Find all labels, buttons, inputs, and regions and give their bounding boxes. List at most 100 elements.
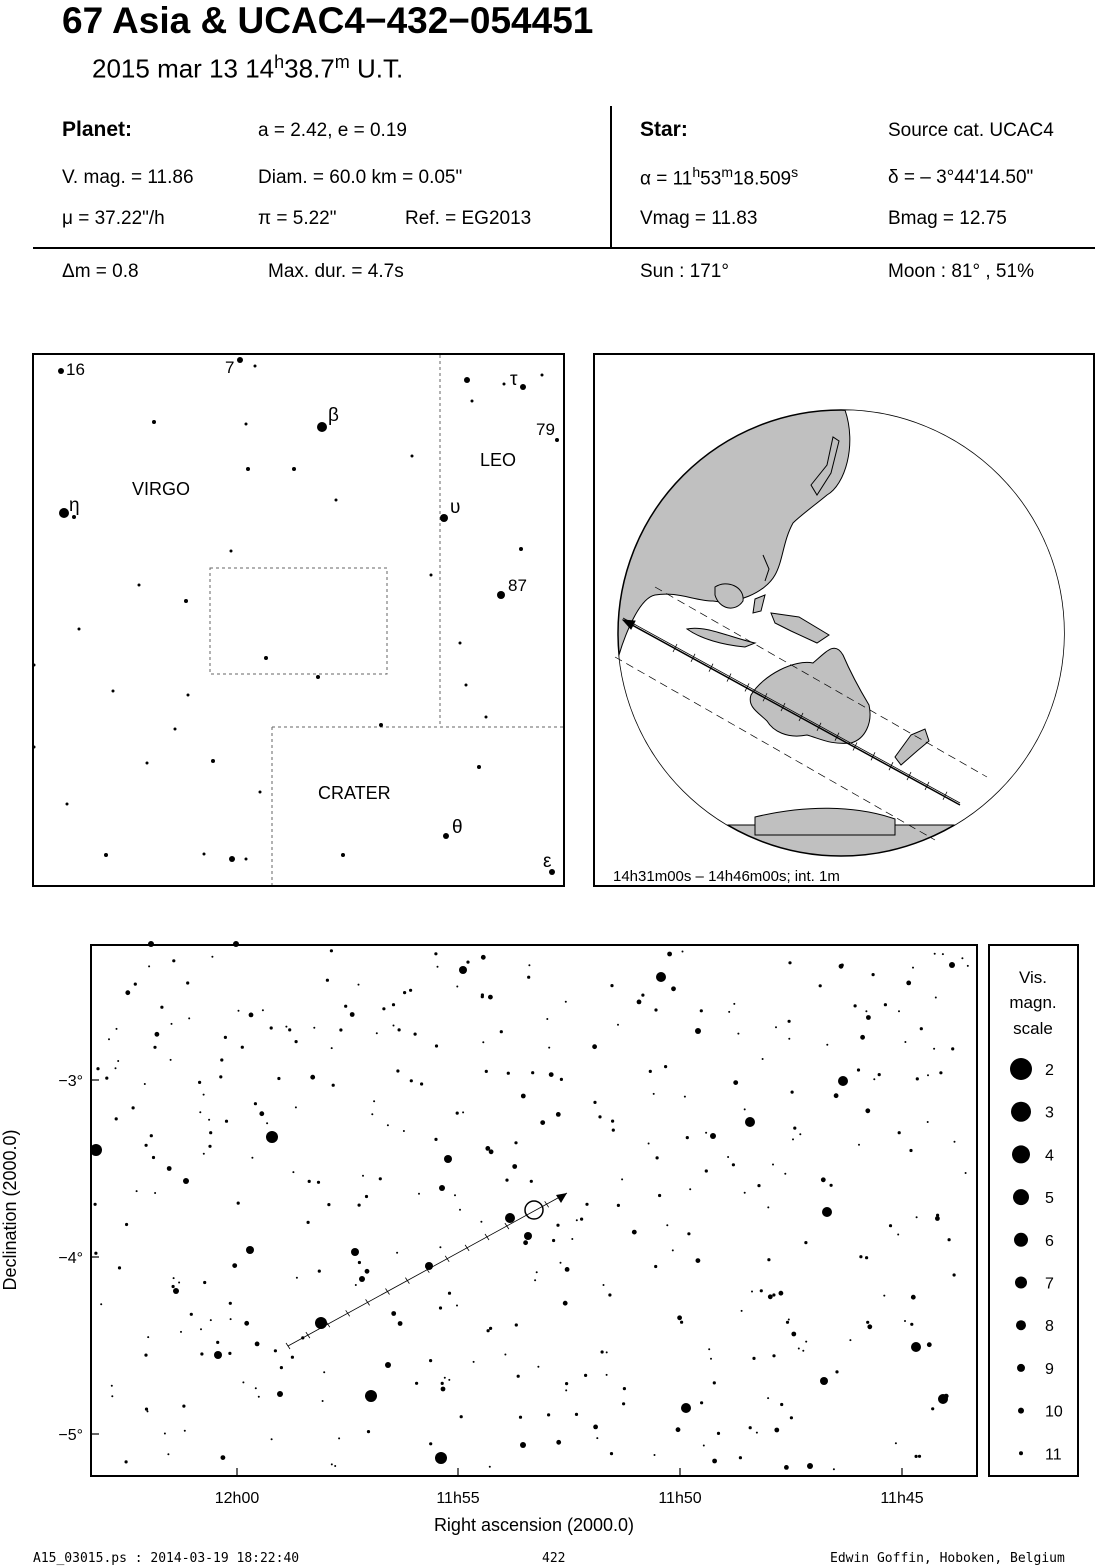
path-tick [762, 693, 768, 702]
map-star [246, 467, 250, 471]
field-star [172, 959, 176, 963]
star-label-epsilon: ε [543, 851, 552, 872]
field-star [909, 1148, 913, 1153]
field-star [832, 1468, 835, 1471]
field-star [745, 1117, 755, 1127]
map-star [410, 454, 414, 458]
star-vmag: Vmag = 11.83 [640, 208, 758, 229]
field-star [936, 1213, 940, 1217]
field-star [818, 984, 822, 988]
field-star [178, 1281, 181, 1284]
path-tick [870, 752, 876, 761]
star-label-79: 79 [536, 420, 555, 439]
field-star [911, 1342, 921, 1352]
field-star [552, 1238, 556, 1243]
field-star [792, 1138, 794, 1141]
map-star [59, 508, 69, 518]
field-star [636, 999, 642, 1005]
field-star [219, 1075, 223, 1079]
field-star [904, 1041, 907, 1043]
field-star [148, 941, 154, 947]
mag-scale-value: 3 [1045, 1105, 1054, 1122]
field-star [548, 1072, 554, 1077]
planet-vmag: V. mag. = 11.86 [62, 167, 194, 188]
field-star [772, 1354, 776, 1358]
field-star [897, 1131, 901, 1135]
field-star [182, 1404, 186, 1408]
field-star [877, 1073, 881, 1077]
path-tick [834, 732, 840, 741]
field-star [323, 1371, 326, 1374]
map-star [440, 514, 448, 522]
field-star [396, 1069, 400, 1073]
field-star [528, 964, 531, 967]
field-star [153, 1045, 157, 1049]
field-star [117, 1060, 120, 1062]
map-star [334, 498, 338, 502]
star-label-tau: τ [510, 369, 518, 390]
map-star [237, 357, 243, 363]
field-star [866, 1015, 871, 1020]
map-star [104, 853, 108, 857]
field-star [171, 1284, 175, 1289]
field-star [96, 1067, 100, 1071]
field-star [681, 1403, 691, 1413]
field-star [926, 1121, 929, 1123]
field-star [820, 1377, 828, 1385]
field-star [829, 1183, 833, 1187]
header-divider-vertical [610, 106, 612, 248]
field-star [556, 1439, 562, 1445]
field-star [540, 1120, 546, 1125]
field-star [671, 1249, 674, 1252]
field-star [516, 1374, 520, 1378]
constellation-map: VIRGO LEO CRATER 16 7 β τ 79 η υ 87 θ ε [32, 353, 565, 887]
path-tick [464, 1244, 470, 1252]
field-star [906, 980, 912, 986]
field-star [329, 949, 333, 953]
ocean-pacific [618, 410, 1064, 826]
event-moon: Moon : 81° , 51% [888, 261, 1034, 282]
field-star [439, 1185, 445, 1191]
land-sulawesi [752, 594, 766, 614]
map-star [111, 689, 115, 693]
field-star [135, 1190, 138, 1193]
map-star [77, 627, 81, 631]
field-star [546, 1018, 549, 1020]
asteroid-path-arrow [556, 1193, 567, 1203]
map-star [58, 368, 64, 374]
field-star [133, 982, 137, 986]
star-delta: δ = – 3°44'14.50" [888, 167, 1034, 188]
map-star [34, 663, 36, 667]
field-star [687, 1232, 691, 1236]
map-star [173, 727, 177, 731]
field-star [927, 1074, 929, 1077]
field-star [166, 1166, 172, 1171]
star-source: Source cat. UCAC4 [888, 120, 1054, 141]
field-star [647, 1142, 650, 1145]
field-star [772, 1163, 774, 1166]
field-star [489, 1326, 493, 1330]
path-tick [285, 1342, 291, 1350]
mag-scale-dot [1018, 1407, 1024, 1414]
field-star [934, 996, 937, 999]
field-star [125, 990, 131, 996]
field-star [658, 1193, 662, 1198]
planet-ref: Ref. = EG2013 [405, 208, 532, 229]
star-label-eta: η [69, 495, 80, 516]
field-star [313, 1026, 316, 1029]
path-tick [672, 643, 678, 653]
path-tick [816, 722, 822, 731]
field-star [605, 1351, 608, 1354]
field-star [580, 1217, 584, 1221]
path-tick [405, 1277, 410, 1284]
field-star [444, 1155, 452, 1163]
map-star [244, 857, 248, 861]
field-star [251, 1156, 254, 1159]
field-star [403, 991, 407, 995]
field-star [288, 1028, 292, 1032]
field-star [897, 1233, 900, 1236]
constellation-map-svg: VIRGO LEO CRATER 16 7 β τ 79 η υ 87 θ ε [34, 355, 563, 885]
field-star [534, 1279, 537, 1282]
star-label-7: 7 [225, 358, 234, 377]
star-alpha: α = 11h53m18.509s [640, 164, 799, 190]
